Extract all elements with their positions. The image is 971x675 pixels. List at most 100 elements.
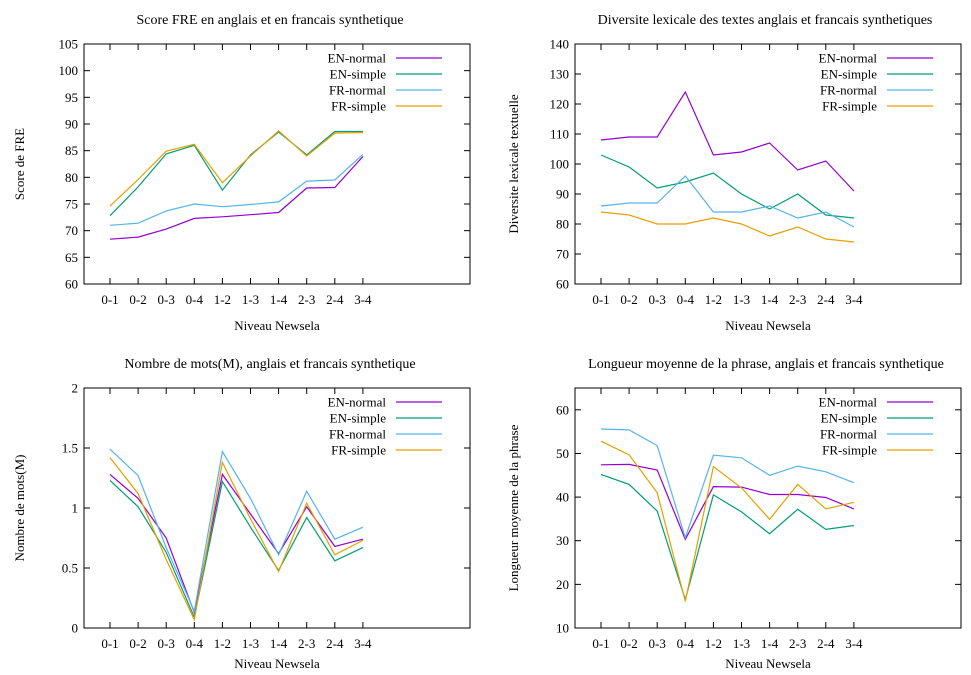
y-tick-label: 50 (556, 446, 569, 461)
legend-label: FR-normal (820, 83, 877, 98)
x-tick-label: 1-2 (705, 292, 722, 307)
y-tick-label: 110 (550, 127, 569, 142)
legend-label: EN-normal (328, 395, 387, 410)
y-tick-label: 90 (65, 117, 78, 132)
chart-title: Score FRE en anglais et en francais synt… (136, 13, 403, 28)
x-tick-label: 3-4 (354, 636, 372, 651)
x-tick-label: 0-2 (129, 292, 146, 307)
y-tick-label: 85 (65, 143, 78, 158)
x-tick-label: 1-4 (270, 292, 288, 307)
y-tick-label: 60 (556, 402, 569, 417)
x-tick-label: 1-2 (214, 636, 231, 651)
x-tick-label: 2-3 (789, 636, 806, 651)
y-tick-label: 2 (72, 381, 79, 396)
legend-label: EN-simple (821, 411, 878, 426)
x-tick-label: 2-3 (298, 292, 315, 307)
y-tick-label: 1.5 (62, 441, 78, 456)
x-tick-label: 1-2 (705, 636, 722, 651)
y-tick-label: 75 (65, 197, 78, 212)
y-tick-label: 95 (65, 90, 78, 105)
legend-label: FR-normal (329, 83, 386, 98)
x-tick-label: 2-3 (789, 292, 806, 307)
x-tick-label: 2-4 (326, 292, 344, 307)
x-tick-label: 0-2 (620, 292, 637, 307)
y-tick-label: 120 (550, 97, 570, 112)
x-axis-label: Niveau Newsela (234, 656, 320, 671)
y-tick-label: 65 (65, 250, 78, 265)
y-tick-label: 20 (556, 577, 569, 592)
x-tick-label: 3-4 (354, 292, 372, 307)
x-tick-label: 1-2 (214, 292, 231, 307)
chart-panel-1: Score FRE en anglais et en francais synt… (12, 13, 471, 333)
x-tick-label: 1-4 (761, 636, 779, 651)
x-tick-label: 0-1 (101, 636, 118, 651)
x-tick-label: 0-3 (649, 636, 666, 651)
y-axis-label: Nombre de mots(M) (12, 455, 27, 562)
y-axis-label: Score de FRE (12, 128, 27, 200)
series-line-en-normal (109, 472, 364, 615)
x-tick-label: 1-3 (242, 636, 259, 651)
chart-panel-3: Nombre de mots(M), anglais et francais s… (12, 357, 471, 671)
series-line-fr-normal (109, 153, 364, 226)
y-tick-label: 70 (556, 247, 569, 262)
x-tick-label: 3-4 (845, 636, 863, 651)
y-axis-label: Diversite lexicale textuelle (506, 94, 521, 234)
legend-label: EN-normal (819, 51, 878, 66)
legend-label: FR-normal (329, 427, 386, 442)
x-tick-label: 3-4 (845, 292, 863, 307)
y-tick-label: 40 (556, 490, 569, 505)
x-tick-label: 0-4 (186, 636, 204, 651)
chart-panel-2: Diversite lexicale des textes anglais et… (506, 13, 962, 333)
plot-frame (574, 387, 962, 629)
chart-title: Nombre de mots(M), anglais et francais s… (124, 357, 415, 372)
legend-label: FR-simple (331, 99, 386, 114)
y-tick-label: 1 (72, 501, 79, 516)
series-line-fr-simple (600, 211, 854, 243)
y-tick-label: 80 (65, 170, 78, 185)
series-line-en-normal (600, 463, 855, 541)
series-line-en-simple (109, 479, 364, 620)
y-tick-label: 70 (65, 223, 78, 238)
series-line-fr-simple (600, 440, 855, 602)
x-tick-label: 2-4 (817, 636, 835, 651)
y-tick-label: 100 (550, 157, 570, 172)
legend-label: EN-simple (330, 411, 387, 426)
x-tick-label: 0-1 (101, 292, 118, 307)
y-tick-label: 60 (65, 277, 78, 292)
x-tick-label: 2-3 (298, 636, 315, 651)
x-tick-label: 0-1 (592, 636, 609, 651)
series-line-fr-simple (109, 130, 363, 207)
x-tick-label: 0-4 (186, 292, 204, 307)
plot-frame (83, 43, 471, 285)
x-tick-label: 0-3 (158, 292, 175, 307)
x-tick-label: 0-2 (620, 636, 637, 651)
x-tick-label: 0-4 (677, 636, 695, 651)
series-line-en-simple (600, 154, 854, 219)
y-tick-label: 0 (72, 621, 79, 636)
y-tick-label: 105 (59, 37, 79, 52)
chart-title: Diversite lexicale des textes anglais et… (598, 13, 933, 28)
x-axis-label: Niveau Newsela (725, 318, 811, 333)
y-tick-label: 130 (550, 67, 570, 82)
x-tick-label: 0-2 (129, 636, 146, 651)
chart-panel-4: Longueur moyenne de la phrase, anglais e… (506, 357, 962, 671)
series-line-fr-normal (600, 175, 855, 228)
x-tick-label: 0-3 (649, 292, 666, 307)
x-axis-label: Niveau Newsela (234, 318, 320, 333)
series-line-en-simple (109, 130, 363, 217)
legend-label: EN-simple (821, 67, 878, 82)
series-line-en-simple (600, 473, 854, 602)
y-tick-label: 10 (556, 621, 569, 636)
series-line-fr-simple (109, 457, 364, 622)
x-tick-label: 1-4 (270, 636, 288, 651)
plot-frame (83, 387, 471, 629)
y-tick-label: 90 (556, 187, 569, 202)
y-tick-label: 0.5 (62, 561, 78, 576)
x-tick-label: 2-4 (326, 636, 344, 651)
series-line-en-normal (109, 156, 364, 240)
series-line-fr-normal (109, 448, 364, 614)
x-tick-label: 1-3 (733, 292, 750, 307)
legend-label: FR-normal (820, 427, 877, 442)
x-tick-label: 0-4 (677, 292, 695, 307)
